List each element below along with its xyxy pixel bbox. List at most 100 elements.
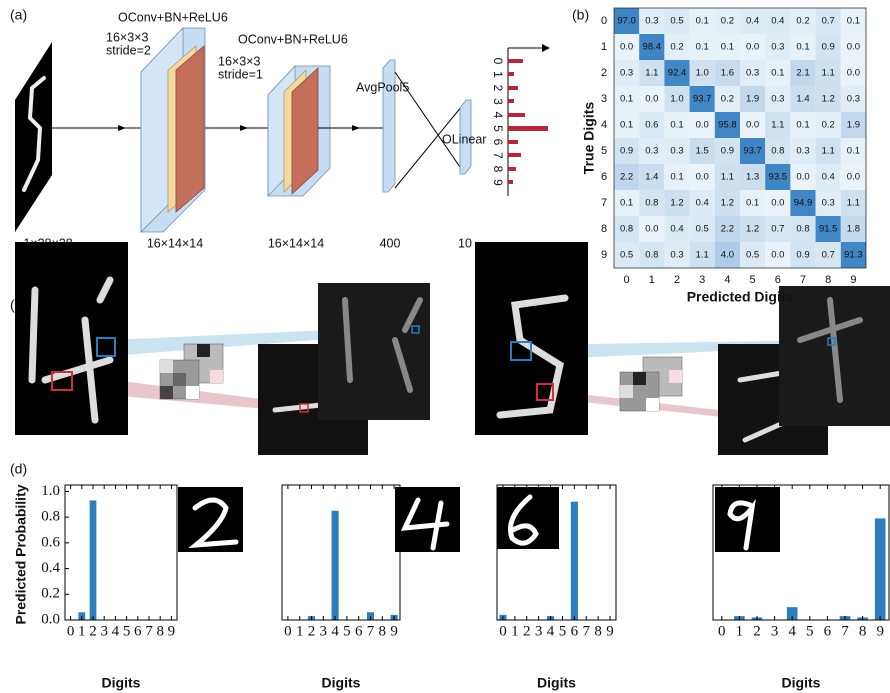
cell-label: 0.0 [696, 120, 709, 131]
heatmap-cell [689, 164, 715, 190]
cell-label: 0.4 [696, 198, 709, 209]
panel-label: (a) [10, 7, 27, 23]
output-bar [508, 113, 525, 117]
x-tick-label: 4 [724, 274, 730, 286]
y-tick-label: 8 [601, 223, 607, 235]
cell-label: 0.0 [771, 198, 784, 209]
heatmap-cell [639, 112, 665, 138]
y-tick-label: 0 [601, 15, 607, 27]
cell-label: 0.3 [771, 42, 784, 53]
heatmap-cell [614, 112, 640, 138]
heatmap-cell [740, 60, 766, 86]
heatmap-cell [765, 216, 791, 242]
heatmap-cell [815, 8, 841, 34]
heatmap-cell [639, 190, 665, 216]
cell-label: 0.2 [721, 94, 734, 105]
x-tick-label: 3 [100, 623, 108, 639]
red-box [51, 371, 73, 391]
heatmap-cell [790, 216, 816, 242]
heatmap-cell [765, 60, 791, 86]
heatmap-cell [639, 164, 665, 190]
cell-label: 0.5 [746, 250, 759, 261]
output-label: 4 [491, 112, 505, 119]
cell-label: 0.1 [696, 16, 709, 27]
output-label: 3 [491, 98, 505, 105]
x-tick-label: 7 [800, 274, 806, 286]
feature-stroke [797, 297, 863, 403]
heatmap-cell [840, 34, 866, 60]
heatmap-cell [765, 164, 791, 190]
connection [394, 71, 463, 171]
cell-label: 0.3 [796, 146, 809, 157]
heatmap-cell [664, 190, 690, 216]
heatmap-cell [664, 112, 690, 138]
cell-label: 1.4 [645, 172, 658, 183]
heatmap-cell [614, 216, 640, 242]
y-tick-label: 0.6 [41, 534, 60, 550]
heatmap-cell [714, 216, 740, 242]
heatmap-cell [815, 60, 841, 86]
output-bar [508, 72, 514, 76]
x-tick-label: 5 [559, 623, 567, 639]
cell-label: 97.0 [617, 16, 636, 27]
output-label: 8 [491, 166, 505, 173]
heatmap-cell [740, 112, 766, 138]
cell-label: 1.6 [721, 68, 734, 79]
x-tick-label: 8 [825, 274, 831, 286]
linear-layer [459, 99, 472, 175]
heatmap-cell [614, 34, 640, 60]
heatmap-cell [614, 86, 640, 112]
cell-label: 0.4 [670, 224, 683, 235]
input-digit [22, 76, 46, 192]
cell-label: 1.9 [847, 120, 860, 131]
block-name: OConv+BN+ReLU6 [118, 10, 228, 24]
x-tick-label: 7 [367, 623, 375, 639]
digit-strokes [496, 294, 569, 419]
cell-label: 0.8 [796, 224, 809, 235]
cell-label: 1.1 [847, 198, 860, 209]
red-box [536, 383, 554, 401]
block-kernel: 16×3×3 [218, 54, 260, 68]
heatmap-cell [840, 112, 866, 138]
cell-label: 0.8 [645, 198, 658, 209]
cell-label: 1.4 [796, 94, 809, 105]
heatmap-cell [740, 216, 766, 242]
cell-label: 95.8 [718, 120, 737, 131]
x-axis-title: Digits [322, 675, 361, 691]
heatmap-cell [639, 60, 665, 86]
heatmap-cell [614, 164, 640, 190]
x-tick-label: 9 [606, 623, 614, 639]
heatmap-cell [815, 112, 841, 138]
feature-maps [15, 242, 890, 455]
heatmap-cell [840, 86, 866, 112]
feature-stroke [342, 297, 423, 393]
heatmap-cell [664, 242, 690, 268]
cell-label: 0.1 [670, 172, 683, 183]
cell-label: 0.1 [620, 198, 633, 209]
heatmap-cell [740, 8, 766, 34]
cell-label: 0.1 [620, 94, 633, 105]
cell-label: 0.6 [645, 120, 658, 131]
cell-label: 2.2 [721, 224, 734, 235]
input-map [475, 242, 588, 435]
heatmap-cell [740, 190, 766, 216]
heatmap-cell [639, 8, 665, 34]
cell-label: 0.5 [696, 224, 709, 235]
cell-label: 0.1 [696, 42, 709, 53]
output-label: 0 [491, 58, 505, 65]
heatmap-cell [790, 112, 816, 138]
heatmap-cell [840, 60, 866, 86]
cell-label: 1.1 [696, 250, 709, 261]
cell-label: 0.1 [721, 42, 734, 53]
cell-label: 2.1 [796, 68, 809, 79]
x-tick-label: 1 [736, 623, 744, 639]
kernel-grid [159, 343, 224, 400]
pool-name: AvgPool5 [356, 80, 409, 94]
output-bar [508, 126, 548, 131]
digit-insets [178, 487, 780, 552]
cell-label: 0.3 [746, 68, 759, 79]
x-tick-label: 7 [841, 623, 849, 639]
cell-label: 0.7 [771, 224, 784, 235]
cell-label: 91.5 [819, 224, 838, 235]
